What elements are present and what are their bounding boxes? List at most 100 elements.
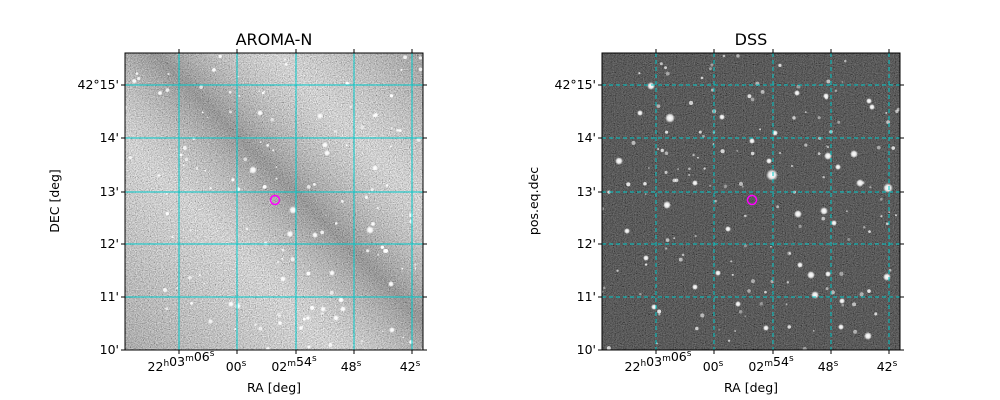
- faint-star: [837, 120, 841, 124]
- faint-star: [839, 271, 844, 276]
- faint-star: [631, 140, 636, 146]
- star: [665, 113, 675, 123]
- faint-star: [722, 54, 726, 58]
- faint-star: [656, 104, 661, 108]
- faint-star: [418, 56, 422, 60]
- faint-star: [258, 326, 263, 331]
- faint-star: [283, 58, 287, 61]
- faint-star: [843, 59, 847, 63]
- faint-star: [727, 339, 731, 342]
- star: [869, 104, 875, 110]
- faint-star: [389, 145, 392, 148]
- dec-tick-label: 12': [100, 236, 119, 251]
- star: [715, 270, 721, 276]
- faint-star: [190, 301, 193, 305]
- star: [305, 315, 311, 321]
- faint-star: [320, 230, 324, 235]
- faint-star: [874, 312, 878, 316]
- faint-star: [328, 342, 333, 348]
- faint-star: [698, 130, 702, 134]
- faint-star: [182, 146, 187, 150]
- faint-star: [812, 330, 815, 332]
- faint-star: [847, 238, 851, 241]
- faint-star: [243, 157, 248, 162]
- dec-tick-label: 12': [577, 236, 596, 251]
- faint-star: [249, 171, 252, 173]
- faint-star: [281, 257, 284, 260]
- faint-star: [730, 260, 733, 263]
- faint-star: [750, 151, 755, 156]
- faint-star: [204, 169, 207, 172]
- faint-star: [380, 245, 385, 249]
- faint-star: [665, 71, 670, 76]
- star: [794, 210, 802, 218]
- faint-star: [824, 96, 829, 100]
- faint-star: [261, 91, 265, 95]
- faint-star: [688, 173, 691, 177]
- star: [289, 206, 297, 214]
- faint-star: [817, 152, 821, 156]
- faint-star: [167, 72, 170, 76]
- faint-star: [184, 157, 189, 162]
- faint-star: [234, 328, 237, 331]
- faint-star: [804, 143, 808, 147]
- star: [322, 142, 328, 148]
- star: [615, 157, 623, 165]
- faint-star: [826, 145, 830, 149]
- faint-star: [692, 153, 695, 157]
- axis-ticks: 42°15' 14' 13' 12' 11' 10' 22h03m06s 00s 02m54s 4…: [78, 49, 427, 374]
- dec-tick-label: 10': [100, 342, 119, 357]
- faint-star: [384, 248, 389, 253]
- faint-star: [262, 184, 267, 189]
- faint-star: [885, 222, 889, 226]
- faint-star: [638, 72, 641, 75]
- star: [320, 306, 326, 312]
- faint-star: [868, 230, 871, 234]
- faint-star: [128, 156, 132, 160]
- star: [249, 166, 257, 174]
- dec-tick-label: 42°15': [555, 77, 597, 92]
- faint-star: [665, 238, 670, 242]
- faint-star: [165, 211, 169, 216]
- faint-star: [607, 190, 611, 194]
- faint-star: [790, 164, 794, 168]
- faint-star: [852, 302, 857, 307]
- faint-star: [891, 146, 896, 150]
- star: [324, 150, 330, 156]
- faint-star: [414, 267, 417, 270]
- faint-star: [389, 94, 394, 98]
- faint-star: [209, 186, 212, 190]
- faint-star: [418, 67, 423, 72]
- star: [864, 332, 872, 340]
- faint-star: [313, 182, 316, 186]
- faint-star: [723, 184, 728, 189]
- faint-star: [710, 88, 714, 92]
- faint-star: [744, 315, 747, 318]
- faint-star: [398, 129, 402, 132]
- faint-star: [764, 290, 767, 294]
- ra-tick-label: 22h03m06s: [148, 349, 215, 374]
- faint-star: [254, 323, 257, 326]
- star: [317, 113, 323, 119]
- star: [883, 183, 893, 193]
- faint-star: [821, 216, 826, 221]
- faint-star: [825, 287, 829, 291]
- panel-aroma-n: AROMA-N 42°15' 14' 13' 12' 11' 10' 22h03m06s 00…: [47, 30, 427, 395]
- star: [811, 291, 819, 299]
- faint-star: [385, 184, 389, 187]
- faint-star: [658, 313, 661, 316]
- target-marker: [269, 194, 281, 206]
- plot-frame: [601, 52, 901, 351]
- faint-star: [759, 302, 764, 306]
- faint-star: [258, 90, 261, 93]
- faint-star: [345, 81, 349, 85]
- star: [624, 228, 630, 234]
- faint-star: [381, 330, 384, 333]
- faint-star: [880, 215, 883, 218]
- stars: [602, 54, 900, 350]
- star: [835, 164, 841, 170]
- star: [839, 298, 845, 304]
- faint-star: [321, 312, 324, 315]
- dec-tick-label: 14': [100, 130, 119, 145]
- faint-star: [400, 68, 403, 72]
